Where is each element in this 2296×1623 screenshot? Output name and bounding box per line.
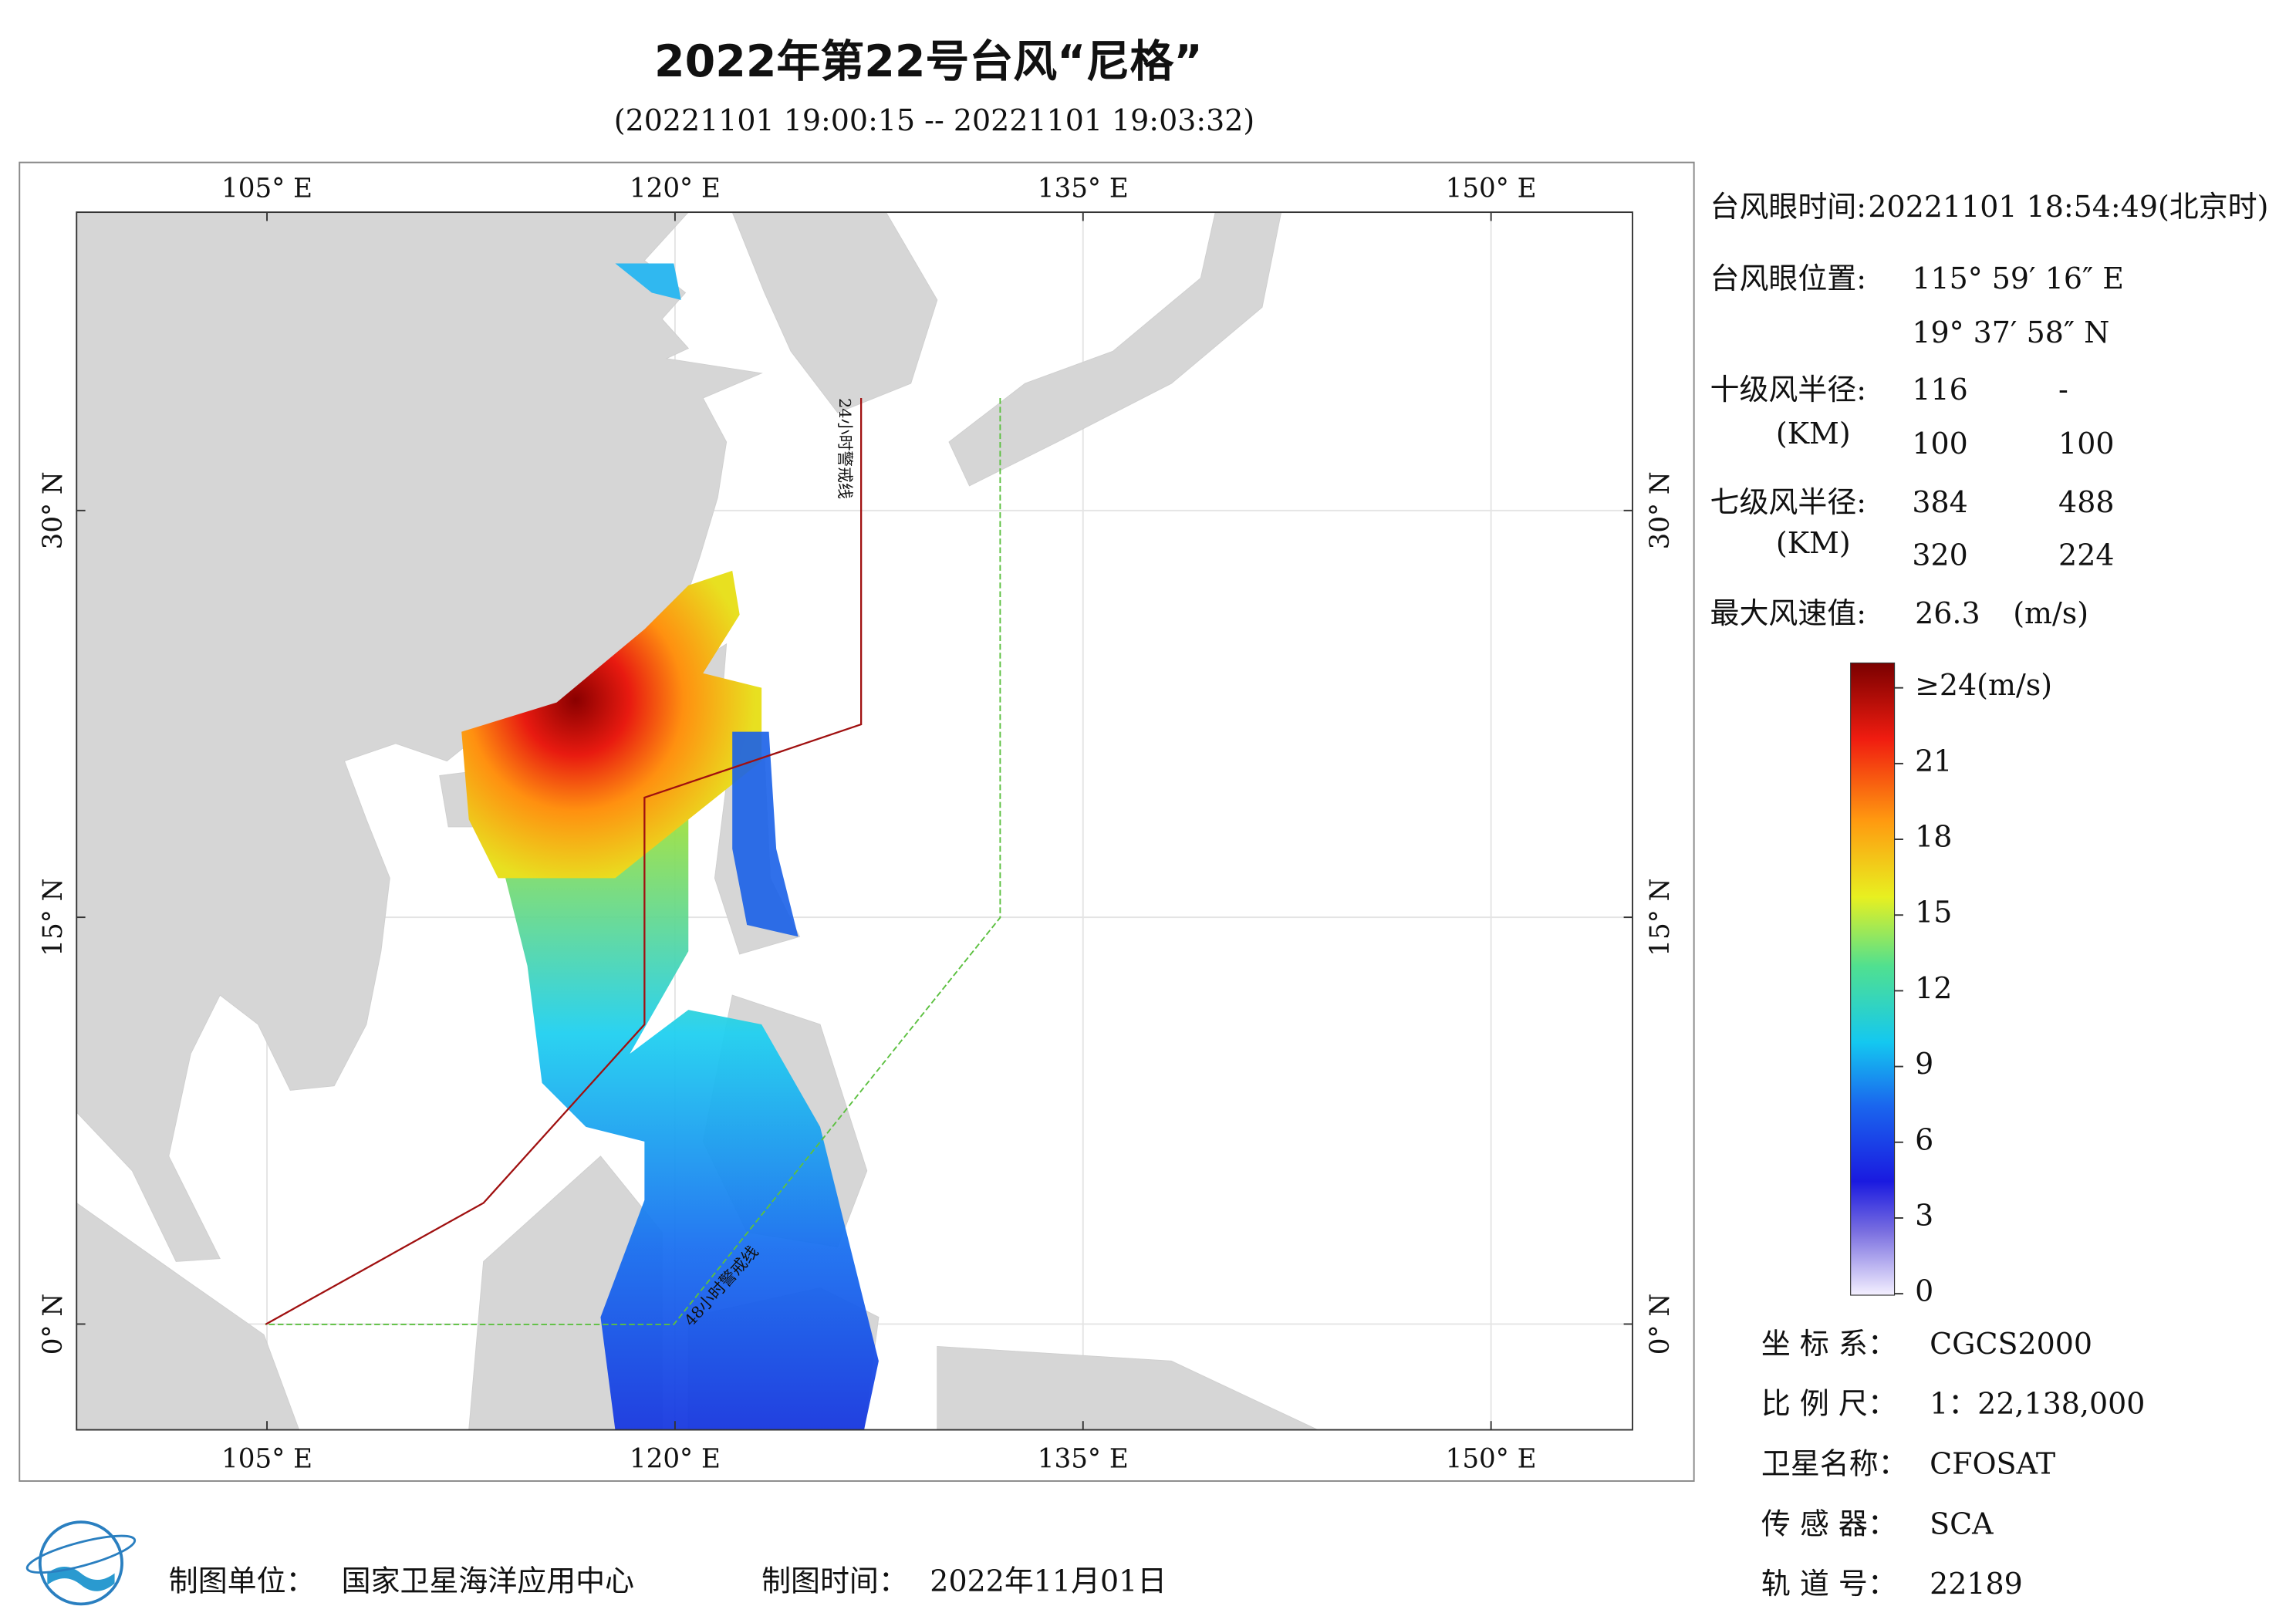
info-value: - [2058, 373, 2068, 407]
metadata-value: 22189 [1930, 1567, 2023, 1601]
info-unit: (m/s) [2013, 596, 2088, 630]
info-value: 26.3 [1915, 596, 1980, 630]
info-label: 台风眼时间: [1710, 190, 1866, 224]
subtitle: (20221101 19:00:15 -- 20221101 19:03:32) [614, 103, 1254, 137]
metadata-value: CFOSAT [1930, 1446, 2055, 1480]
map-panel [19, 161, 1695, 1482]
title: 2022年第22号台风“尼格” [654, 36, 1203, 87]
info-label: 最大风速值: [1710, 596, 1866, 630]
colorbar-label: 6 [1915, 1122, 1933, 1156]
info-value: 100 [2058, 427, 2114, 461]
metadata-label: 比 例 尺： [1761, 1387, 1897, 1421]
metadata-label: 传 感 器： [1761, 1507, 1897, 1540]
new-guinea [937, 1345, 1319, 1430]
x-tick-label: 135° E [1038, 1443, 1129, 1474]
metadata-label: 卫星名称： [1761, 1446, 1908, 1480]
x-tick-label: 120° E [630, 1443, 721, 1474]
metadata: 坐 标 系： CGCS2000 比 例 尺： 1：22,138,000 卫星名称： CFO… [1761, 1327, 2145, 1601]
info-value: 488 [2058, 485, 2114, 519]
colorbar-label: 0 [1915, 1274, 1933, 1308]
y-tick-label: 15° N [1645, 879, 1676, 957]
colorbar-label: 18 [1915, 820, 1952, 854]
y-tick-label: 0° N [1645, 1294, 1676, 1355]
colorbar-label: 12 [1915, 971, 1952, 1005]
wind-field-south [498, 819, 879, 1430]
map-frame [76, 211, 1633, 1431]
logo-ring [38, 1520, 123, 1606]
info-value: 19° 37′ 58″ N [1912, 315, 2109, 349]
japan [948, 212, 1282, 487]
metadata-label: 坐 标 系： [1761, 1327, 1897, 1361]
colorbar [1850, 662, 1896, 1296]
logo-orbit [25, 1534, 137, 1574]
info-value: 384 [1912, 485, 1967, 519]
colorbar-label: 3 [1915, 1198, 1933, 1232]
map: 24小时警戒线 48小时警戒线 [76, 212, 1633, 1430]
info-label: 台风眼位置: [1710, 262, 1866, 295]
wind-field-east [732, 731, 799, 937]
y-tick-label: 0° N [38, 1294, 69, 1355]
x-tick-label: 150° E [1446, 1443, 1537, 1474]
metadata-value: SCA [1930, 1507, 1994, 1540]
footer-value: 2022年11月01日 [930, 1564, 1167, 1598]
colorbar-label: 21 [1915, 744, 1952, 778]
korea [731, 212, 938, 413]
y-tick-label: 30° N [1645, 471, 1676, 549]
colorbar-label: 15 [1915, 896, 1952, 930]
info-unit: (KM) [1776, 526, 1851, 560]
sumatra [76, 1202, 300, 1430]
info-value: 224 [2058, 538, 2114, 572]
info-unit: (KM) [1776, 417, 1851, 450]
wind-field-north [615, 263, 681, 300]
colorbar-ticks: 0 3 6 9 12 15 18 21 ≥24(m/s) [1894, 668, 2052, 1308]
colorbar-label: 9 [1915, 1047, 1933, 1081]
metadata-value: CGCS2000 [1930, 1327, 2092, 1361]
info-value: 115° 59′ 16″ E [1912, 262, 2124, 295]
footer-label: 制图时间： [761, 1564, 908, 1598]
info-value: 20221101 18:54:49(北京时) [1868, 190, 2268, 224]
y-tick-label: 30° N [38, 471, 69, 549]
warning-line-label: 24小时警戒线 [836, 398, 854, 499]
x-tick-label: 120° E [630, 174, 721, 204]
colorbar-label: ≥24(m/s) [1915, 668, 2052, 702]
logo-wave [47, 1566, 115, 1591]
info-label: 七级风半径: [1710, 485, 1866, 519]
x-tick-label: 150° E [1446, 174, 1537, 204]
footer-value: 国家卫星海洋应用中心 [342, 1564, 634, 1598]
logo [25, 1520, 137, 1606]
info-value: 320 [1912, 538, 1967, 572]
info-value: 100 [1912, 427, 1967, 461]
wind-field-storm [461, 570, 762, 879]
info-label: 十级风半径: [1710, 373, 1866, 407]
footer-label: 制图单位： [169, 1564, 316, 1598]
map-axes: 105° E 105° E 120° E 120° E 135° E 135° E 150°… [38, 174, 1676, 1475]
metadata-value: 1：22,138,000 [1930, 1387, 2145, 1421]
info-value: 116 [1912, 373, 1967, 407]
x-tick-label: 105° E [221, 174, 312, 204]
x-tick-label: 135° E [1038, 174, 1129, 204]
metadata-label: 轨 道 号： [1761, 1567, 1897, 1601]
warning-line-24h [265, 398, 863, 1325]
y-tick-label: 15° N [38, 879, 69, 957]
x-tick-label: 105° E [221, 1443, 312, 1474]
warning-line-48h [265, 398, 1001, 1325]
